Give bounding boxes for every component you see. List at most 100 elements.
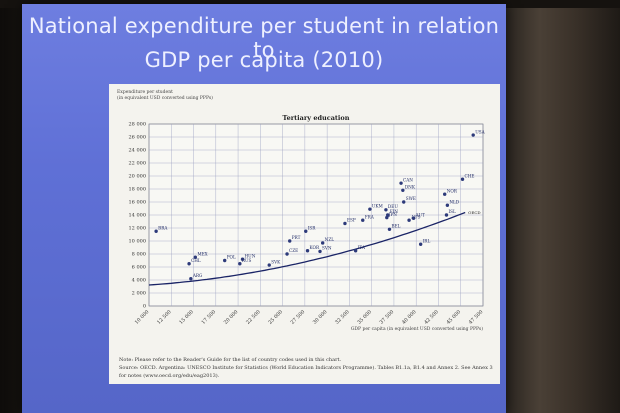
point-label: MEX xyxy=(197,251,207,256)
data-point xyxy=(444,213,449,217)
data-point xyxy=(318,249,322,254)
y-tick-label: 6 000 xyxy=(132,265,146,271)
y-tick-label: 4 000 xyxy=(132,278,146,284)
data-point xyxy=(305,249,310,253)
data-point xyxy=(411,216,416,220)
data-point xyxy=(368,207,372,211)
point-label: NLD xyxy=(449,199,459,204)
data-point xyxy=(384,208,388,212)
point-label: SWE xyxy=(406,196,416,201)
data-point xyxy=(343,221,347,226)
x-tick-label: 37 500 xyxy=(379,309,396,326)
data-point xyxy=(187,262,191,266)
data-point xyxy=(418,242,423,246)
y-tick-label: 16 000 xyxy=(129,200,147,206)
scatter-chart: Tertiary education 0 2 000 4 000 6 000 8 000 1… xyxy=(129,114,486,332)
point-label: PRT xyxy=(292,235,301,240)
x-tick-label: 15 000 xyxy=(178,309,195,326)
point-label: AUT xyxy=(415,212,426,217)
point-label: USA xyxy=(475,129,485,134)
chart-panel: Expenditure per student (in equivalent U… xyxy=(109,84,500,384)
y-axis-label-line2: (in equivalent USD converted using PPPs) xyxy=(117,95,213,101)
data-point xyxy=(407,218,411,222)
projection-screen: National expenditure per student in rela… xyxy=(22,4,506,413)
point-label: HUN xyxy=(245,253,256,258)
y-tick-label: 18 000 xyxy=(129,187,147,193)
data-point xyxy=(402,200,406,204)
data-point xyxy=(443,192,447,196)
slide-title-line1: National expenditure per student in rela… xyxy=(28,14,500,62)
y-tick-label: 8 000 xyxy=(132,252,146,258)
slide-title-line2: GDP per capita (2010) xyxy=(144,48,384,72)
y-axis-label-line1: Expenditure per student xyxy=(117,90,173,95)
point-label: CHE xyxy=(465,173,475,178)
point-label: CAN xyxy=(403,177,413,182)
data-point xyxy=(240,257,245,261)
point-label: ARG xyxy=(192,273,203,278)
trend-line xyxy=(148,211,466,286)
y-tick-label: 0 xyxy=(143,304,146,310)
point-label: CZE xyxy=(289,248,298,253)
point-label: NZL xyxy=(325,237,335,242)
trend-label: OECD xyxy=(468,210,480,215)
data-point xyxy=(304,229,308,233)
data-point xyxy=(361,218,365,222)
data-point xyxy=(193,255,198,259)
point-label: FIN xyxy=(390,209,399,214)
point-label: ISR xyxy=(308,225,317,230)
point-label: BEL xyxy=(391,224,400,229)
data-point xyxy=(387,227,392,231)
y-tick-label: 26 000 xyxy=(129,135,147,141)
data-point xyxy=(353,249,358,253)
data-point xyxy=(285,252,289,256)
x-tick-label: 27 500 xyxy=(290,309,307,326)
y-tick-label: 2 000 xyxy=(132,291,146,297)
chart-source-cont: for notes (www.oecd.org/edu/eag2013). xyxy=(119,373,220,379)
point-label: KOR xyxy=(310,245,320,250)
point-label: IRL xyxy=(423,238,431,243)
data-point xyxy=(401,188,405,192)
point-label: AUS xyxy=(410,214,421,219)
data-point xyxy=(267,263,271,267)
x-tick-label: 42 500 xyxy=(423,309,440,326)
data-point xyxy=(288,239,292,243)
x-tick-label: 47 500 xyxy=(468,309,485,326)
y-tick-label: 12 000 xyxy=(129,226,147,232)
chart-title: Tertiary education xyxy=(283,114,350,122)
point-label: FRA xyxy=(365,214,375,219)
point-label: SVN xyxy=(322,246,332,251)
y-tick-label: 14 000 xyxy=(129,213,147,219)
x-axis-label: GDP per capita (in equivalent USD conver… xyxy=(351,325,483,332)
point-label: ITA xyxy=(358,245,366,250)
x-tick-label: 17 500 xyxy=(201,309,218,326)
point-label: JPN xyxy=(388,212,397,217)
y-tick-label: 20 000 xyxy=(129,174,147,180)
data-point xyxy=(238,262,242,266)
point-label: CHL xyxy=(191,258,201,263)
point-label: SVK xyxy=(271,259,281,264)
point-label: NOR xyxy=(447,188,458,193)
data-point xyxy=(385,215,389,220)
x-tick-label: 10 000 xyxy=(134,309,151,326)
data-point xyxy=(189,277,193,281)
x-tick-label: 35 000 xyxy=(356,309,373,326)
x-tick-label: 30 000 xyxy=(312,309,329,326)
data-point xyxy=(471,133,475,137)
data-point xyxy=(399,181,403,185)
point-label: UKM xyxy=(372,203,384,208)
data-point xyxy=(154,229,158,233)
chart-source: Source: OECD. Argentina: UNESCO Institut… xyxy=(119,365,493,371)
y-tick-label: 28 000 xyxy=(129,122,147,128)
point-label: ISL xyxy=(448,209,456,214)
y-tick-label: 10 000 xyxy=(129,239,147,245)
point-label: POL xyxy=(227,255,236,260)
y-axis-label: Expenditure per student (in equivalent U… xyxy=(117,90,213,101)
point-label: ESP xyxy=(347,218,356,223)
y-tick-label: 24 000 xyxy=(129,148,147,154)
x-tick-label: 45 000 xyxy=(446,309,463,326)
point-label: DNK xyxy=(405,185,416,190)
x-tick-label: 20 000 xyxy=(223,309,240,326)
data-point xyxy=(460,177,465,181)
data-point xyxy=(445,203,450,207)
data-point xyxy=(385,213,390,217)
